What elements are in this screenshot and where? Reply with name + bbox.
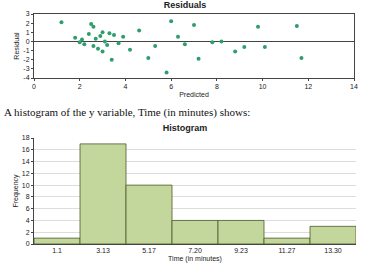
html-text:A histogram of the y variable,: A histogram of the y variable, Time (in … [4,106,251,118]
svg-text:-4: -4 [23,74,29,81]
svg-text:0: 0 [26,38,30,45]
svg-text:-3: -3 [23,65,29,72]
svg-text:10: 10 [259,83,267,90]
svg-text:1.1: 1.1 [52,247,62,254]
svg-text:7.20: 7.20 [188,247,202,254]
svg-text:Residuals: Residuals [164,0,207,10]
svg-text:10: 10 [22,182,30,189]
svg-text:14: 14 [22,158,30,165]
svg-text:2: 2 [78,83,82,90]
svg-text:2: 2 [26,229,30,236]
svg-text:4: 4 [123,83,127,90]
svg-text:12: 12 [22,170,30,177]
svg-text:5.17: 5.17 [142,247,156,254]
svg-text:Frequency: Frequency [12,174,20,208]
svg-text:1: 1 [26,29,30,36]
svg-text:11.27: 11.27 [279,247,296,254]
svg-text:9.23: 9.23 [234,247,248,254]
svg-text:18: 18 [22,134,30,141]
svg-text:14: 14 [350,83,358,90]
svg-text:8: 8 [215,83,219,90]
svg-text:0: 0 [32,83,36,90]
svg-text:0: 0 [26,240,30,247]
svg-text:3.13: 3.13 [96,247,110,254]
svg-text:Predicted: Predicted [179,91,209,98]
svg-text:16: 16 [22,146,30,153]
svg-text:-2: -2 [23,56,29,63]
svg-text:3: 3 [26,10,30,17]
svg-text:Residual: Residual [13,32,20,60]
svg-text:6: 6 [169,83,173,90]
svg-text:12: 12 [304,83,312,90]
svg-text:6: 6 [26,205,30,212]
svg-text:13.30: 13.30 [324,247,342,254]
svg-text:4: 4 [26,217,30,224]
svg-text:Time (in minutes): Time (in minutes) [168,255,222,263]
svg-text:8: 8 [26,193,30,200]
svg-text:-1: -1 [23,47,29,54]
svg-text:2: 2 [26,20,30,27]
svg-text:Histogram: Histogram [163,123,208,133]
